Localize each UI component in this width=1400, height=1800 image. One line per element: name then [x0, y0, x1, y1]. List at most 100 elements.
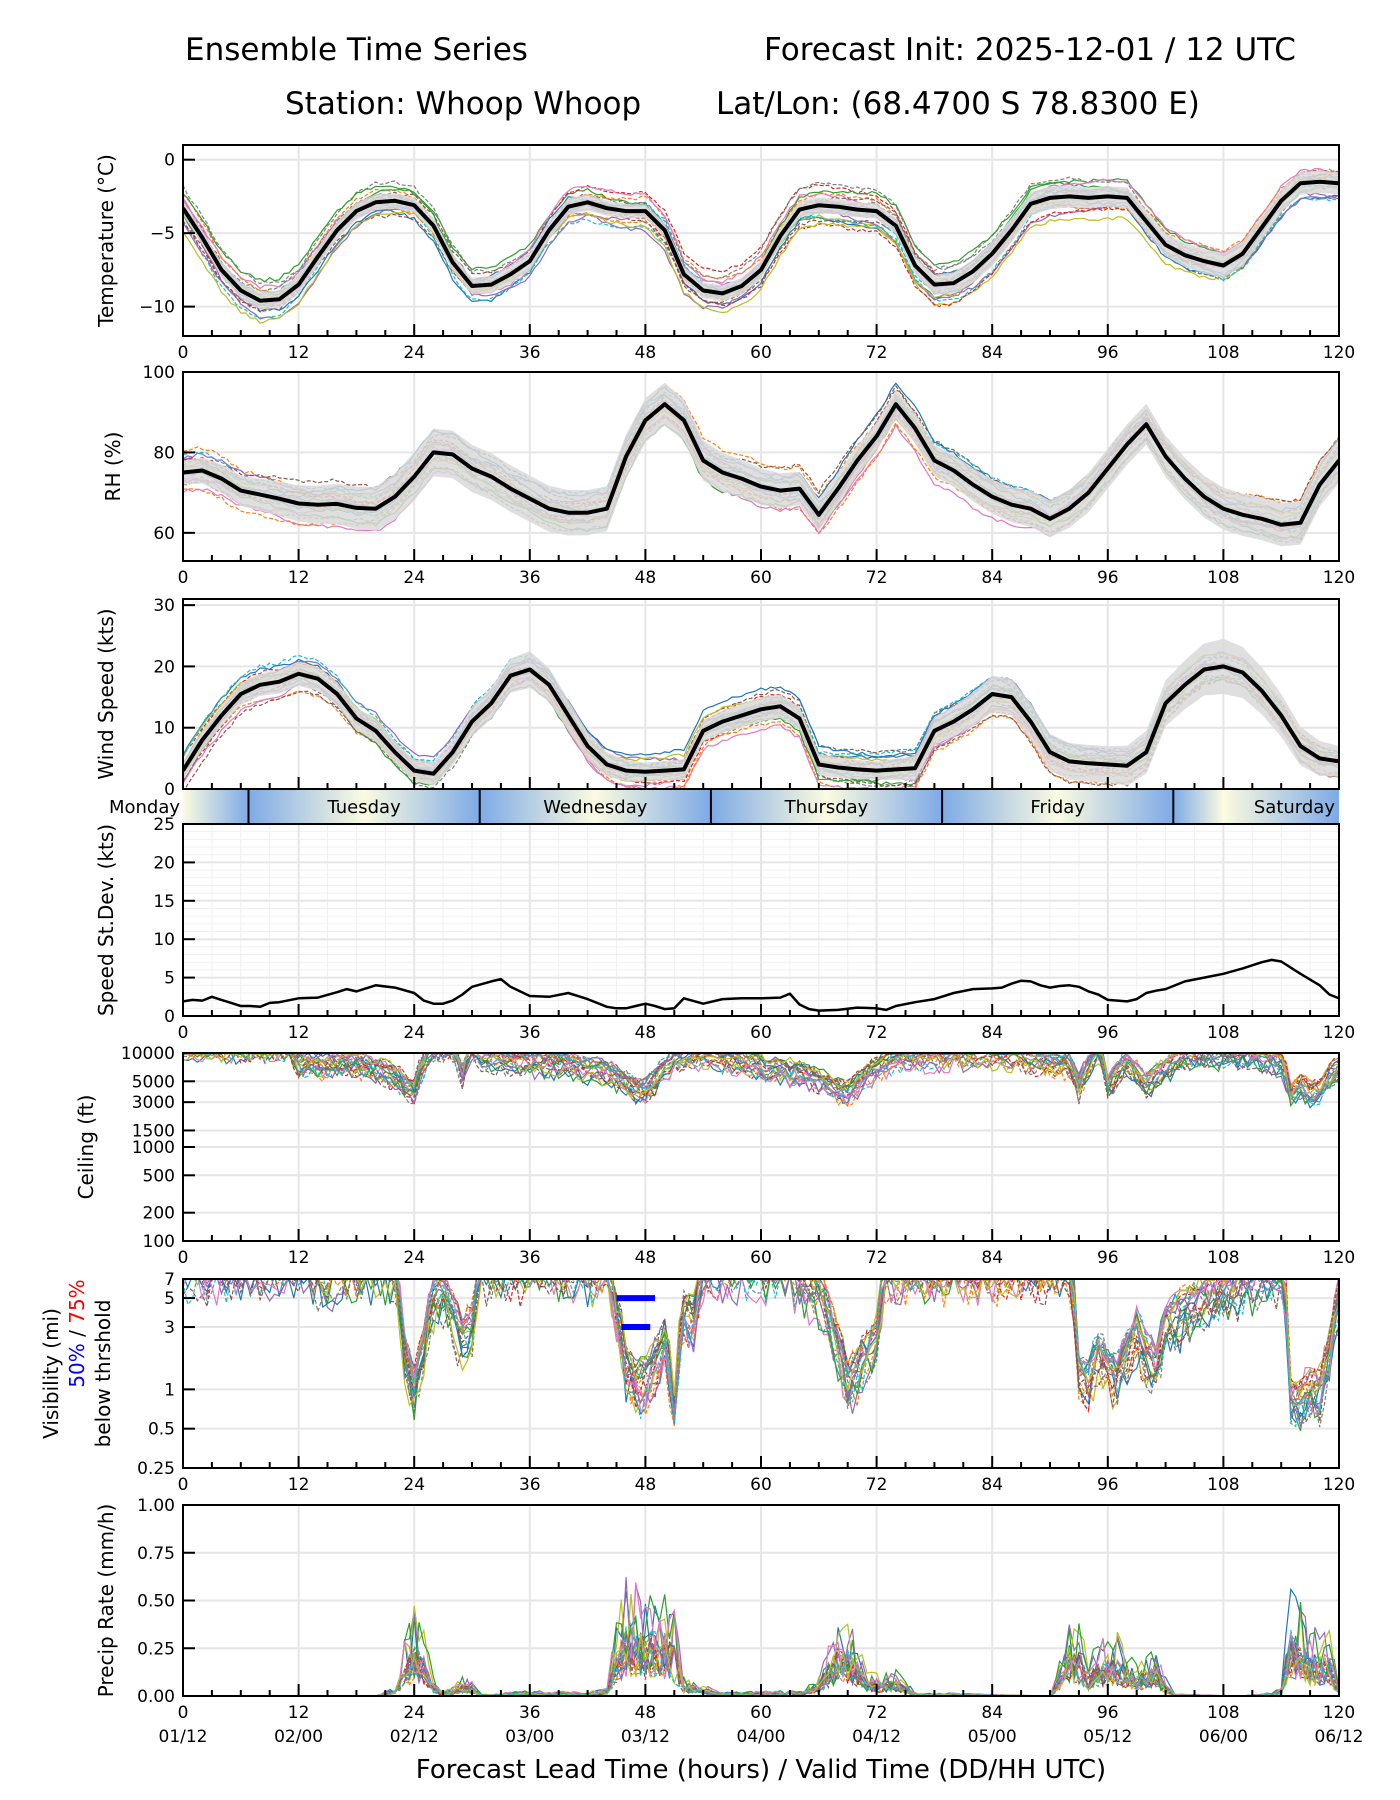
y-tick-label: 1500 [132, 1121, 175, 1141]
x-tick-label: 120 [1323, 568, 1355, 588]
forecast-init-title: Forecast Init: 2025-12-01 / 12 UTC [764, 32, 1296, 68]
ensemble-member-line [183, 384, 1339, 520]
x-tick-label: 12 [288, 1703, 310, 1723]
y-tick-label: 5 [164, 969, 175, 989]
y-tick-label: 80 [153, 443, 175, 463]
x-tick-label: 72 [866, 568, 888, 588]
x-tick-label: 96 [1097, 1475, 1119, 1495]
ensemble-member-line [202, 1279, 1339, 1414]
x-tick-label: 84 [981, 568, 1003, 588]
plot-area-speed_stdev [183, 958, 1339, 1012]
x-tick-label: 24 [403, 1475, 425, 1495]
ensemble-member-line [183, 1053, 1339, 1105]
y-tick-label: 0.25 [137, 1639, 175, 1659]
x-tick-label: 24 [403, 1703, 425, 1723]
y-tick-label: 100 [143, 1232, 175, 1252]
plot-area-wind_speed [183, 638, 1339, 789]
y-tick-label: 100 [143, 363, 175, 383]
x-tick-label: 96 [1097, 1703, 1119, 1723]
panels: 0 12 24 36 48 60 72 84 96 108 1200−5−10Temperature… [39, 144, 1364, 1785]
ensemble-mean-line [183, 402, 1339, 527]
y-tick-label: 1 [164, 1380, 175, 1400]
x-tick-label: 120 [1323, 1703, 1355, 1723]
y-tick-label: 0 [164, 780, 175, 800]
x-tick-label: 0 [178, 1475, 189, 1495]
x-tick-label: 0 [178, 1703, 189, 1723]
x-tick-label: 72 [866, 1023, 888, 1043]
y-tick-label: −5 [150, 224, 175, 244]
x-tick-label: 60 [750, 343, 772, 363]
y-tick-label: 3 [164, 1318, 175, 1338]
x-tick-label: 48 [635, 568, 657, 588]
ensemble-member-line [183, 670, 1339, 789]
x-tick-label: 72 [866, 343, 888, 363]
ensemble-spread-band [183, 170, 1339, 310]
ensemble-member-line [183, 1279, 1339, 1428]
x-tick-label: 108 [1207, 1023, 1239, 1043]
x-tick-label: 60 [750, 1703, 772, 1723]
y-tick-label: 5 [164, 1289, 175, 1309]
plot-area-temperature [183, 167, 1339, 324]
x-tick-label-date: 05/12 [1083, 1727, 1132, 1747]
ensemble-member-line [183, 178, 1339, 310]
x-tick-label: 108 [1207, 1703, 1239, 1723]
y-tick-label: 15 [153, 892, 175, 912]
day-label-thursday: Thursday [784, 797, 869, 818]
y-tick-label: 0.50 [137, 1592, 175, 1612]
x-tick-label: 24 [403, 343, 425, 363]
x-tick-label: 72 [866, 1248, 888, 1268]
day-segment-wednesday [479, 790, 711, 824]
y-tick-label: 20 [153, 657, 175, 677]
x-tick-label: 36 [519, 1023, 541, 1043]
x-tick-label: 120 [1323, 1475, 1355, 1495]
x-tick-label: 12 [288, 1248, 310, 1268]
y-tick-label: −10 [139, 298, 175, 318]
x-tick-label-date: 03/00 [505, 1727, 554, 1747]
x-tick-label: 60 [750, 1475, 772, 1495]
ensemble-member-line [183, 1053, 1339, 1108]
x-tick-label: 12 [288, 1023, 310, 1043]
x-tick-label: 12 [288, 1475, 310, 1495]
day-label-saturday: Saturday [1254, 797, 1335, 818]
y-axis-label: RH (%) [101, 432, 125, 502]
day-label-tuesday: Tuesday [326, 797, 401, 818]
y-tick-label: 3000 [132, 1093, 175, 1113]
station-title: Station: Whoop Whoop [285, 86, 642, 122]
ensemble-member-line [393, 1279, 1339, 1412]
y-tick-label: 0 [164, 1007, 175, 1027]
plot-area-visibility [183, 1279, 1339, 1432]
label-75pct: 75% [65, 1279, 89, 1323]
y-tick-label: 7 [164, 1270, 175, 1290]
panel-speed_stdev: 0 12 24 36 48 60 72 84 96 108 120 0 5 10 15 20 25 Speed S… [94, 815, 1355, 1043]
x-tick-label: 108 [1207, 1248, 1239, 1268]
day-segment-saturday [1173, 790, 1339, 824]
x-tick-label: 96 [1097, 1023, 1119, 1043]
x-tick-label: 60 [750, 568, 772, 588]
x-tick-label: 84 [981, 1023, 1003, 1043]
ensemble-spread-band [183, 382, 1339, 547]
y-axis-label-threshold: 50% / 75% [65, 1279, 89, 1387]
ensemble-member-line [214, 1279, 1339, 1416]
x-tick-label: 96 [1097, 343, 1119, 363]
ensemble-member-line [306, 1279, 1339, 1407]
panel-wind_speed: 0 10 20 30 Wind Speed (kts) [94, 596, 1340, 800]
panel-temperature: 0 12 24 36 48 60 72 84 96 108 120 0 −5 −10 Temperature… [94, 144, 1355, 363]
x-tick-label: 120 [1323, 1248, 1355, 1268]
x-tick-label: 48 [635, 1475, 657, 1495]
x-tick-label-date: 01/12 [159, 1727, 208, 1747]
ensemble-member-line [183, 1279, 1339, 1413]
panel-day_bar: Monday Tuesday Wednesday Thursday Friday Satu… [109, 790, 1339, 824]
x-tick-label-date: 06/12 [1315, 1727, 1364, 1747]
y-axis-label: Wind Speed (kts) [94, 608, 118, 779]
x-tick-label-date: 04/12 [852, 1727, 901, 1747]
x-tick-label-date: 02/00 [274, 1727, 323, 1747]
panel-visibility: 0 12 24 36 48 60 72 84 96 108 120 0.25 0.5 1 3 57 Visibi… [39, 1270, 1355, 1495]
y-tick-label: 0.25 [137, 1459, 175, 1479]
x-tick-label: 72 [866, 1703, 888, 1723]
x-tick-label: 84 [981, 1475, 1003, 1495]
x-tick-label-date: 02/12 [390, 1727, 439, 1747]
day-label-wednesday: Wednesday [543, 797, 648, 818]
x-tick-label: 96 [1097, 568, 1119, 588]
label-50pct: 50% [65, 1343, 89, 1387]
